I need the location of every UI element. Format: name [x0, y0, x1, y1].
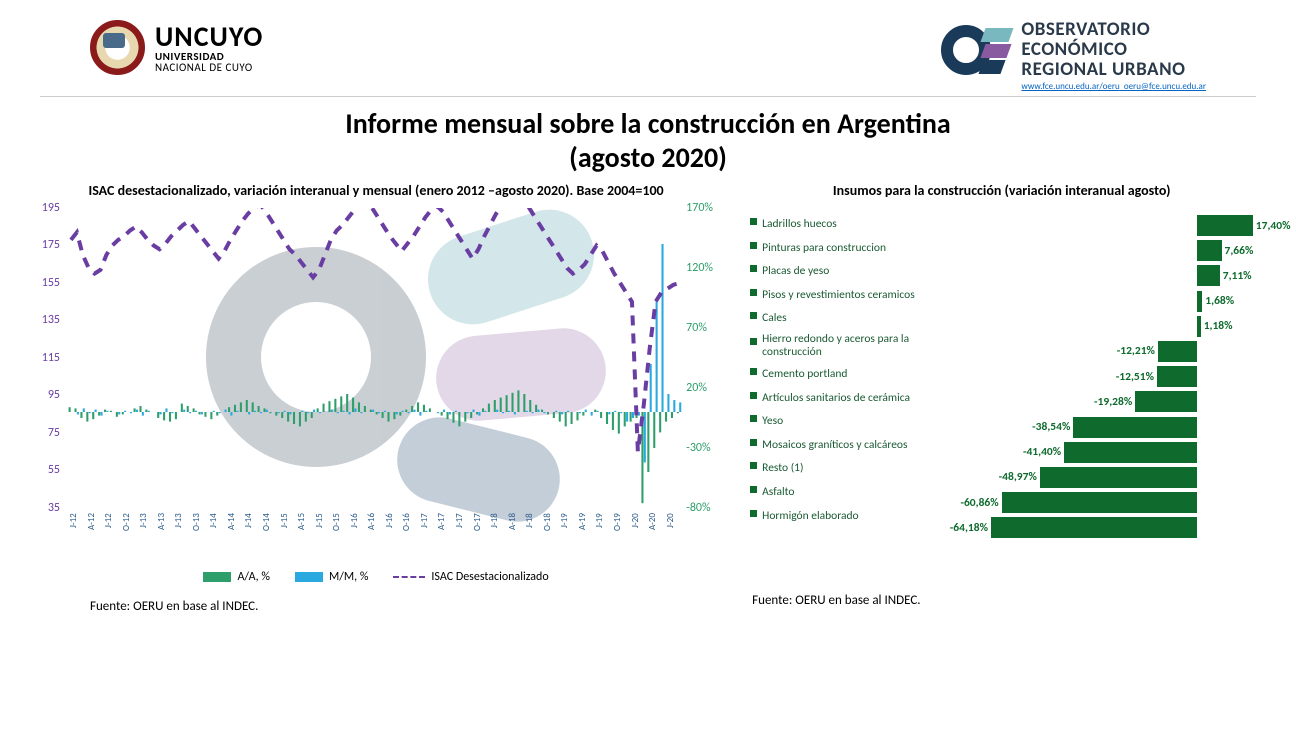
insumos-bars: 17,40%7,66%7,11%1,68%1,18%-12,21%-12,51%… [972, 213, 1261, 578]
isac-legend: A/A, % M/M, % ISAC Desestacionalizado [30, 570, 722, 584]
oeru-icon [941, 20, 1011, 90]
plot-area [68, 208, 682, 508]
y-axis-right: -80%-30%20%70%120%170% [684, 208, 722, 508]
isac-source: Fuente: OERU en base al INDEC. [90, 599, 722, 614]
insumos-chart: Insumos para la construcción (variación … [742, 182, 1261, 614]
uncuyo-sub1: UNIVERSIDAD [155, 51, 263, 62]
isac-chart: ISAC desestacionalizado, variación inter… [30, 182, 722, 614]
isac-chart-title: ISAC desestacionalizado, variación inter… [30, 182, 722, 200]
oeru-l2: ECONÓMICO [1021, 40, 1206, 60]
insumos-title: Insumos para la construcción (variación … [742, 182, 1261, 200]
oeru-links[interactable]: www.fce.uncu.edu.ar/oeru oeru@fce.uncu.e… [1021, 82, 1206, 91]
uncuyo-name: UNCUYO [155, 23, 263, 51]
oeru-logo: OBSERVATORIO ECONÓMICO REGIONAL URBANO w… [941, 20, 1206, 91]
oeru-l1: OBSERVATORIO [1021, 20, 1206, 40]
uncuyo-badge-icon [90, 20, 145, 75]
insumos-legend: Ladrillos huecosPinturas para construcci… [750, 213, 960, 528]
x-axis: J-12A-12J-12O-12J-13A-13J-13O-13J-14A-14… [68, 513, 682, 568]
y-axis-left: 35557595115135155175195 [30, 208, 65, 508]
page-title: Informe mensual sobre la construcción en… [0, 107, 1296, 174]
header: UNCUYO UNIVERSIDAD NACIONAL DE CUYO OBSE… [40, 0, 1256, 97]
uncuyo-sub2: NACIONAL DE CUYO [155, 62, 263, 73]
uncuyo-logo: UNCUYO UNIVERSIDAD NACIONAL DE CUYO [90, 20, 263, 75]
insumos-source: Fuente: OERU en base al INDEC. [752, 593, 1261, 608]
oeru-l3: REGIONAL URBANO [1021, 60, 1206, 80]
